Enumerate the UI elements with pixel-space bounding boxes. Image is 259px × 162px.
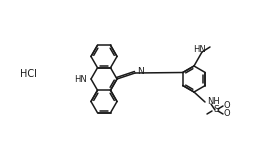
Text: HN: HN <box>193 46 205 54</box>
Text: N: N <box>137 68 144 76</box>
Text: O: O <box>224 102 230 110</box>
Text: HCl: HCl <box>20 69 37 79</box>
Text: NH: NH <box>207 98 220 106</box>
Text: HN: HN <box>74 75 87 83</box>
Text: O: O <box>224 110 230 118</box>
Text: S: S <box>213 105 219 115</box>
